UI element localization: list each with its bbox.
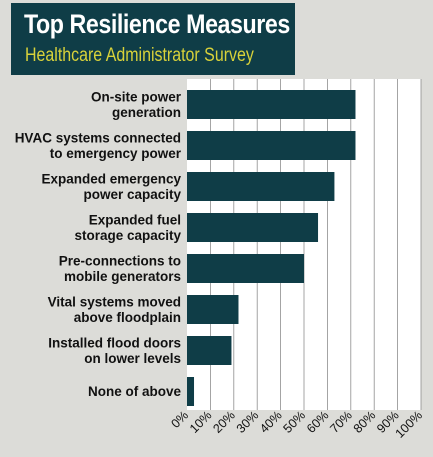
bar <box>187 254 304 283</box>
x-tick-label: 40% <box>257 408 285 436</box>
x-tick-label: 70% <box>327 408 355 436</box>
title-box: Top Resilience Measures Healthcare Admin… <box>11 3 295 75</box>
category-labels: On-site power generation HVAC systems conn… <box>15 89 182 399</box>
category-label: On-site power generation <box>91 89 182 120</box>
x-tick-label: 20% <box>210 408 238 436</box>
x-tick-label: 60% <box>304 408 332 436</box>
category-label: Vital systems moved above floodplain <box>48 294 181 325</box>
chart-subtitle: Healthcare Administrator Survey <box>25 45 254 66</box>
bar <box>187 131 356 160</box>
bar <box>187 90 356 119</box>
x-tick-label: 80% <box>351 408 379 436</box>
x-tick-labels: 0%10%20%30%40%50%60%70%80%90%100% <box>168 408 425 441</box>
category-label: HVAC systems connected to emergency power <box>15 130 182 161</box>
category-label: Pre-connections to mobile generators <box>59 253 181 284</box>
bar <box>187 295 239 324</box>
x-tick-label: 30% <box>234 408 262 436</box>
x-tick-label: 50% <box>281 408 309 436</box>
x-tick-label: 10% <box>187 408 215 436</box>
category-label: Installed flood doors on lower levels <box>48 335 181 366</box>
bar <box>187 377 195 406</box>
category-label: Expanded emergency power capacity <box>41 171 181 202</box>
chart-title: Top Resilience Measures <box>24 9 290 39</box>
x-tick-label: 100% <box>393 408 426 441</box>
bar <box>187 172 335 201</box>
category-label: None of above <box>88 384 182 399</box>
category-label: Expanded fuel storage capacity <box>74 212 181 243</box>
bar <box>187 213 319 242</box>
bars <box>187 90 356 406</box>
bar <box>187 336 232 365</box>
